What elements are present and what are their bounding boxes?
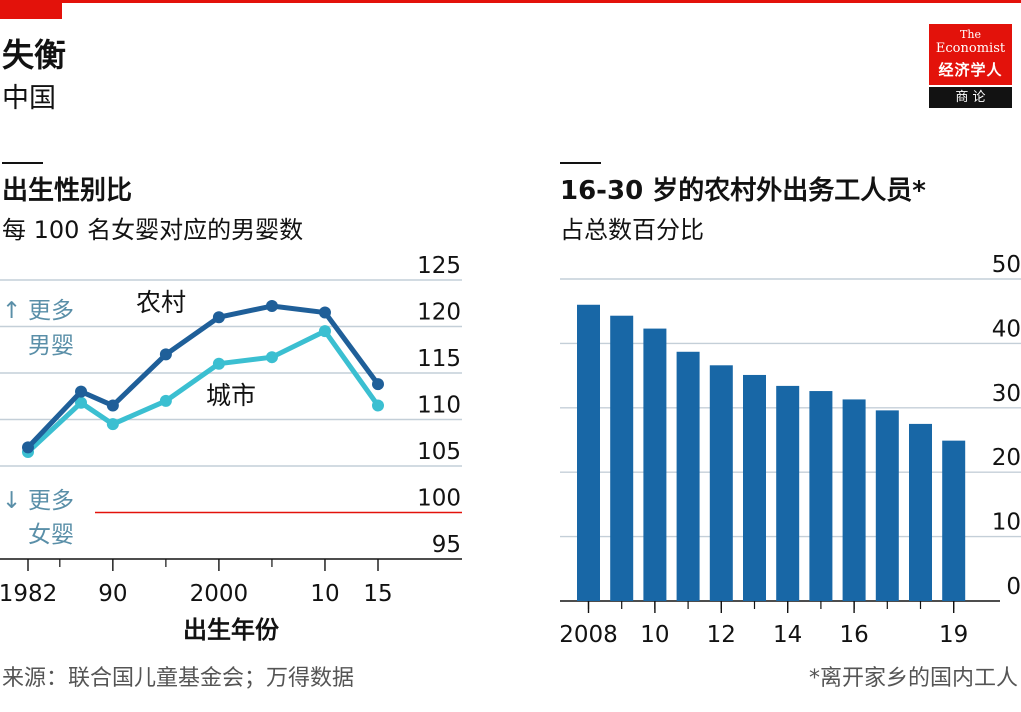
- series-label-rural: 农村: [136, 288, 186, 317]
- data-point-rural: [265, 300, 278, 313]
- bar-2013: [743, 374, 766, 601]
- page-title: 失衡: [2, 36, 67, 74]
- left-y-tick-label: 105: [417, 439, 461, 465]
- right-y-tick-label: 20: [992, 445, 1021, 471]
- left-x-axis-label: 出生年份: [183, 616, 280, 644]
- left-panel-rule: [2, 162, 43, 164]
- right-chart-title: 16-30 岁的农村外出务工人员*: [560, 176, 926, 206]
- right-y-tick-label: 40: [992, 316, 1021, 342]
- source-note: 来源：联合国儿童基金会；万得数据: [2, 666, 355, 691]
- page-subtitle: 中国: [2, 83, 56, 114]
- more-girls-arrow: ↓: [2, 488, 21, 514]
- data-point-urban: [372, 399, 384, 412]
- bar-2008: [577, 304, 600, 601]
- data-point-urban: [106, 418, 119, 431]
- bar-2011: [676, 351, 700, 601]
- data-point-urban: [318, 325, 331, 338]
- left-chart-subtitle: 每 100 名女婴对应的男婴数: [2, 216, 304, 244]
- right-x-tick-label: 10: [640, 622, 669, 648]
- left-y-tick-label: 125: [417, 253, 461, 279]
- left-chart-title: 出生性别比: [2, 176, 133, 206]
- right-y-tick-label: 30: [992, 381, 1021, 407]
- more-boys-line2: 男婴: [28, 333, 74, 359]
- left-y-tick-label: 100: [417, 486, 461, 512]
- right-y-tick-label: 10: [992, 510, 1021, 536]
- series-line-urban: [26, 328, 381, 454]
- right-x-tick-label: 12: [707, 622, 736, 648]
- right-x-tick-label: 2008: [559, 622, 618, 648]
- data-point-rural: [212, 311, 225, 324]
- right-y-tick-label: 50: [992, 252, 1021, 278]
- more-boys-line1: 更多: [28, 298, 74, 324]
- right-chart-subtitle: 占总数百分比: [560, 216, 704, 244]
- bar-2012: [709, 365, 733, 601]
- bar-2018: [909, 423, 932, 601]
- data-point-rural: [106, 399, 119, 412]
- left-x-tick-label: 2000: [190, 581, 249, 607]
- right-x-tick-label: 19: [939, 622, 968, 648]
- data-point-urban: [265, 351, 278, 364]
- bar-2009: [610, 315, 634, 601]
- left-annotations: ↑ 更多 男婴 ↓ 更多 女婴 出生年份: [2, 298, 280, 644]
- bar-2014: [776, 385, 800, 601]
- more-boys-arrow: ↑: [2, 298, 21, 324]
- left-y-tick-label: 95: [432, 532, 461, 558]
- more-girls-line1: 更多: [28, 488, 74, 514]
- data-point-rural: [75, 385, 88, 398]
- data-point-rural: [372, 378, 384, 391]
- top-accent-line: [0, 0, 1021, 3]
- left-x-tick-label: 1982: [0, 581, 57, 607]
- left-y-tick-label: 110: [417, 393, 461, 419]
- left-y-tick-label: 115: [417, 346, 461, 372]
- right-x-tick-label: 16: [839, 622, 868, 648]
- footnote: *离开家乡的国内工人: [808, 666, 1018, 691]
- bar-2016: [842, 399, 866, 601]
- data-point-urban: [159, 394, 172, 407]
- bar-2017: [875, 410, 899, 601]
- left-y-tick-label: 120: [417, 300, 461, 326]
- right-y-tick-label: 0: [1006, 574, 1021, 600]
- bar-2019: [942, 440, 966, 601]
- economist-logo: The Economist 经济学人 商 论: [929, 24, 1012, 108]
- left-x-tick-label: 10: [310, 581, 339, 607]
- right-x-tick-label: 14: [773, 622, 802, 648]
- left-x-tick-label: 15: [363, 581, 392, 607]
- top-accent-block: [0, 0, 62, 19]
- data-point-rural: [318, 306, 331, 319]
- more-girls-line2: 女婴: [28, 522, 74, 548]
- data-point-rural: [22, 441, 34, 454]
- data-point-urban: [75, 396, 88, 409]
- data-point-rural: [159, 348, 172, 361]
- left-x-tick-label: 90: [98, 581, 127, 607]
- bar-2015: [809, 391, 833, 601]
- bar-2010: [643, 328, 667, 601]
- series-label-urban: 城市: [206, 381, 256, 410]
- right-panel-rule: [560, 162, 601, 164]
- data-point-urban: [212, 357, 225, 370]
